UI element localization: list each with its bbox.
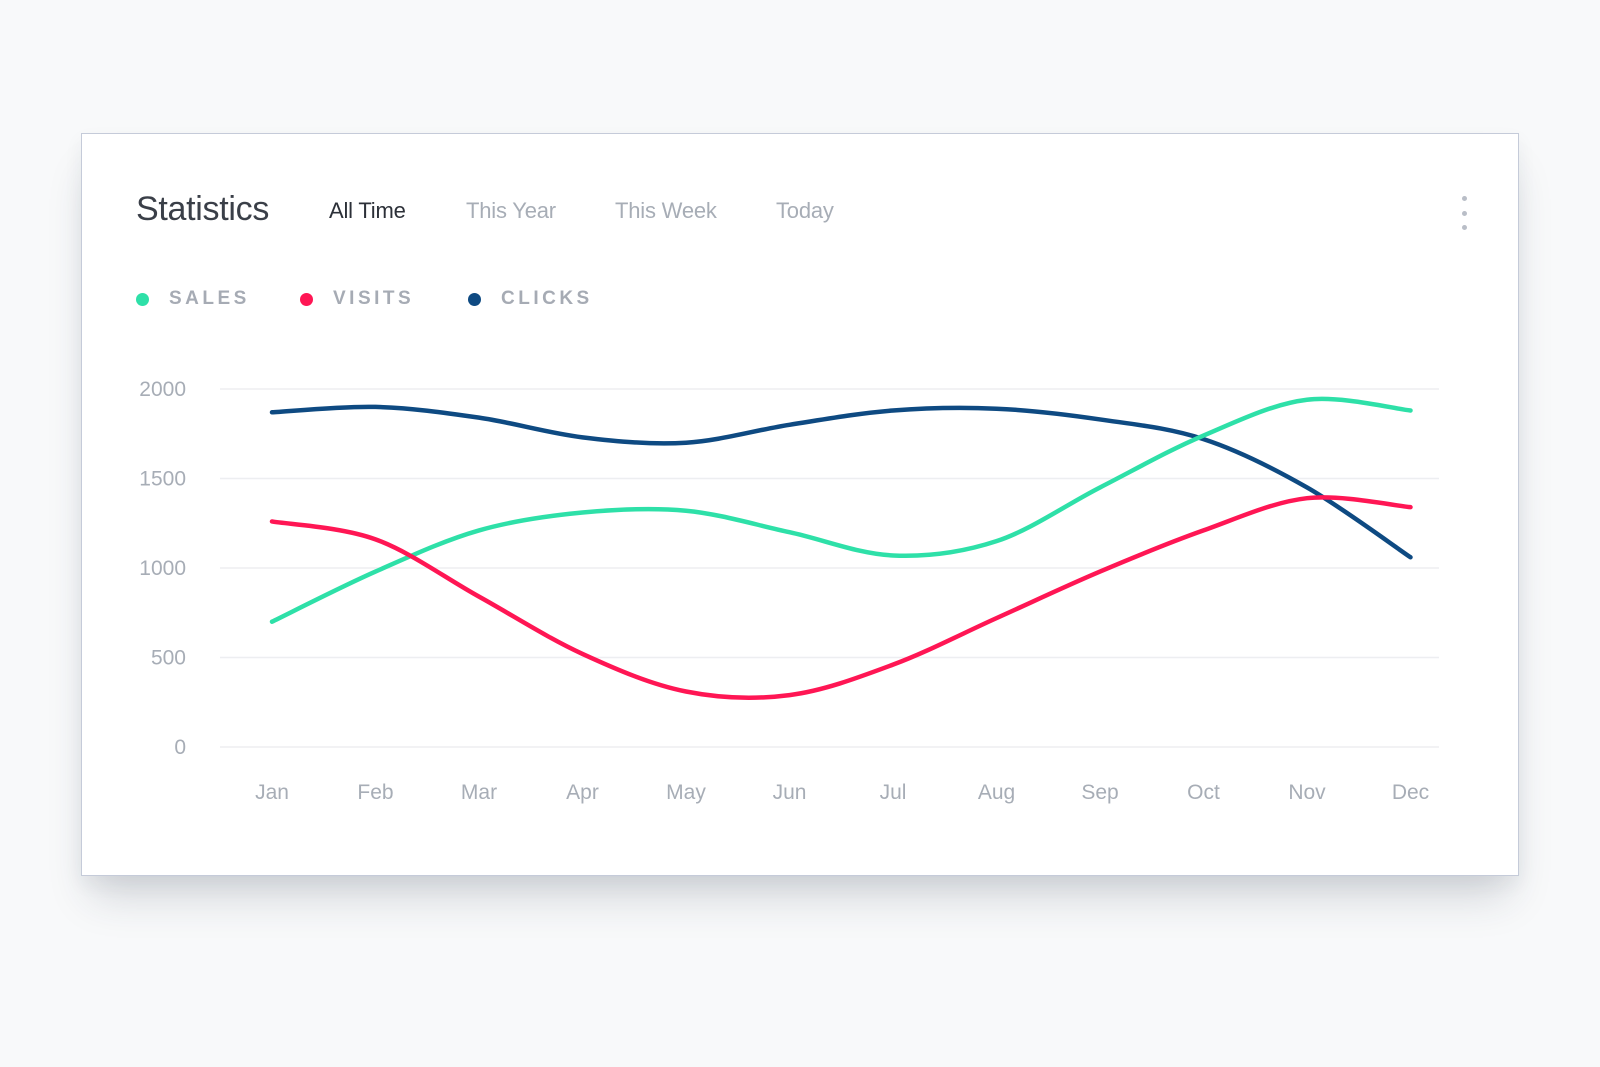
x-tick-label: Apr [566,781,599,804]
y-tick-label: 0 [174,736,186,759]
legend-item-clicks[interactable]: CLICKS [468,288,593,310]
y-tick-label: 1500 [139,468,186,491]
legend-item-visits[interactable]: VISITS [300,288,414,310]
legend-item-sales[interactable]: SALES [136,288,250,310]
x-tick-label: Sep [1081,781,1118,804]
tab-today[interactable]: Today [776,198,834,223]
legend-dot-sales [136,292,149,306]
legend-dot-visits [300,292,313,306]
x-tick-label: Jul [880,781,907,804]
series-line-sales [269,396,1413,624]
x-tick-label: Nov [1288,781,1326,804]
x-tick-label: Mar [461,781,497,804]
legend-label-sales: SALES [169,288,250,309]
more-dot [1461,225,1467,230]
x-tick-label: Feb [357,781,393,804]
legend-dot-clicks [468,292,481,306]
y-tick-label: 2000 [139,378,186,401]
line-chart: 0 500 1000 1500 2000 Jan Feb Mar Apr May Jun Jul Aug… [139,378,1439,804]
statistics-card: 0 500 1000 1500 2000 Jan Feb Mar Apr May Jun Jul Aug… [81,133,1519,876]
x-tick-label: Dec [1392,781,1429,804]
y-tick-label: 500 [151,647,186,670]
more-dot [1461,210,1467,216]
y-tick-label: 1000 [139,557,186,580]
tab-this-week[interactable]: This Week [615,198,717,223]
tab-this-year[interactable]: This Year [466,198,556,223]
x-tick-label: Jun [773,781,807,804]
more-dot [1461,196,1467,201]
legend-label-clicks: CLICKS [501,288,593,309]
series-line-visits [269,495,1413,700]
x-tick-label: Oct [1187,781,1220,804]
series-line-clicks [269,404,1413,560]
legend-label-visits: VISITS [333,288,415,309]
more-vertical-icon[interactable] [1459,196,1469,230]
x-tick-label: May [666,781,706,804]
x-tick-label: Jan [255,781,289,804]
tab-all-time[interactable]: All Time [329,198,406,223]
x-tick-label: Aug [978,781,1015,804]
card-title: Statistics [136,190,270,228]
